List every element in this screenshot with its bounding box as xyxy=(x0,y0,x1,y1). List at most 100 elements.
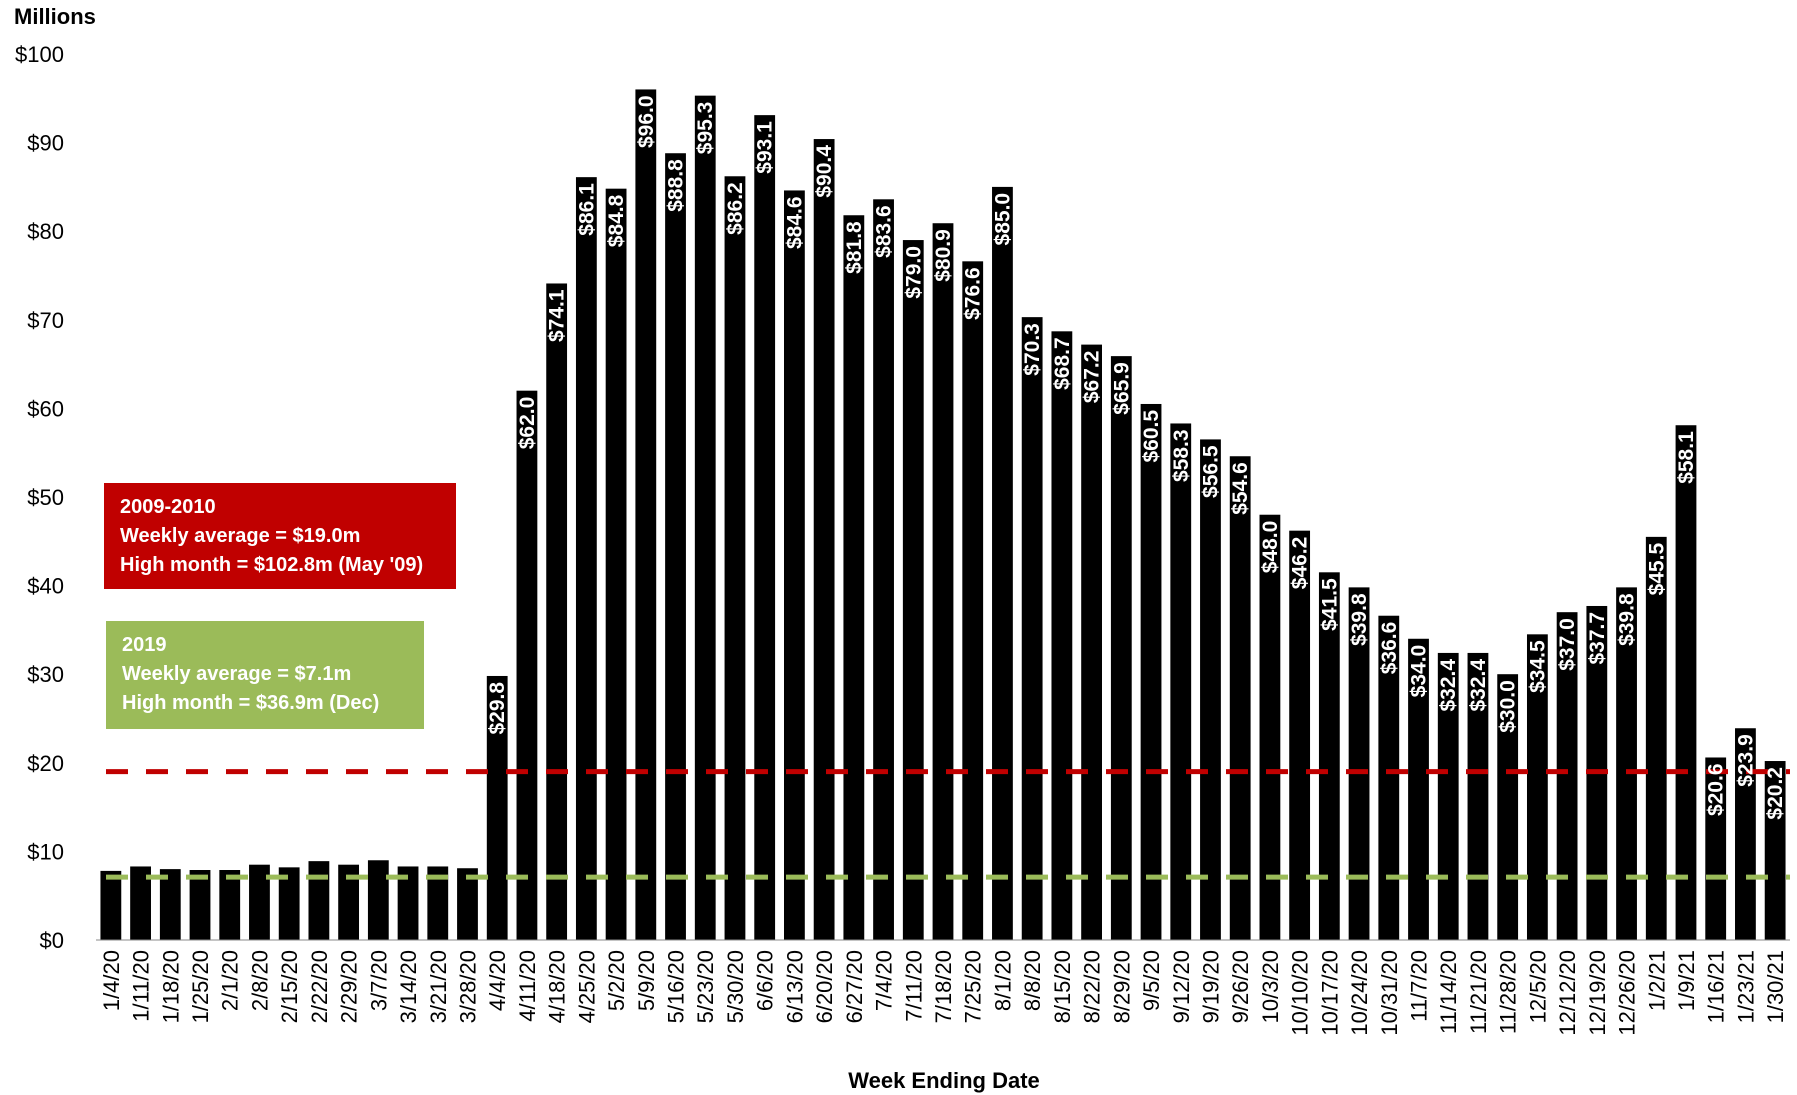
bar xyxy=(1675,425,1697,940)
bar xyxy=(1556,612,1578,940)
y-tick-label: $10 xyxy=(27,839,64,864)
x-tick-label: 8/15/20 xyxy=(1050,950,1075,1023)
y-tick-label: $80 xyxy=(27,219,64,244)
data-label: $96.0 xyxy=(635,95,658,148)
bar xyxy=(724,176,746,940)
y-tick-label: $50 xyxy=(27,485,64,510)
bar xyxy=(189,870,211,940)
x-tick-label: 11/7/20 xyxy=(1407,950,1432,1022)
data-label: $86.2 xyxy=(724,182,747,235)
x-tick-label: 1/11/20 xyxy=(129,950,154,1022)
annotation-2019: 2019 Weekly average = $7.1m High month =… xyxy=(106,621,424,729)
x-tick-label: 5/2/20 xyxy=(604,950,629,1011)
data-label: $65.9 xyxy=(1110,362,1133,415)
y-tick-label: $100 xyxy=(15,42,64,67)
data-label: $20.2 xyxy=(1764,767,1787,820)
x-tick-label: 9/26/20 xyxy=(1228,950,1253,1023)
data-label: $84.6 xyxy=(783,196,806,249)
y-tick-label: $30 xyxy=(27,662,64,687)
y-tick-label: $0 xyxy=(40,928,64,953)
bar xyxy=(992,186,1013,940)
y-axis-title: Millions xyxy=(14,4,96,29)
bar xyxy=(1348,587,1370,940)
bar xyxy=(1081,344,1102,940)
bar xyxy=(635,89,657,940)
x-tick-label: 8/8/20 xyxy=(1020,950,1045,1011)
x-tick-label: 5/9/20 xyxy=(634,950,659,1011)
data-label: $37.0 xyxy=(1556,618,1579,671)
bar xyxy=(873,199,894,940)
data-label: $39.8 xyxy=(1348,593,1371,646)
y-tick-label: $70 xyxy=(27,308,64,333)
data-label: $30.0 xyxy=(1497,680,1520,733)
bar xyxy=(843,215,865,940)
y-axis-ticks: $0 $10 $20 $30 $40 $50 $60 $70 $80 $90 $100 xyxy=(15,42,64,953)
bar xyxy=(784,190,805,941)
x-tick-label: 12/26/20 xyxy=(1615,950,1640,1036)
bar xyxy=(249,864,270,940)
bar xyxy=(1140,403,1162,941)
x-tick-label: 10/24/20 xyxy=(1347,950,1372,1036)
x-tick-label: 10/3/20 xyxy=(1258,950,1283,1023)
x-tick-label: 12/19/20 xyxy=(1585,950,1610,1036)
bar xyxy=(427,866,449,940)
data-label: $56.5 xyxy=(1199,445,1222,498)
bar xyxy=(1021,317,1043,941)
bar xyxy=(1408,638,1429,940)
data-label: $85.0 xyxy=(991,193,1014,246)
x-tick-label: 5/16/20 xyxy=(664,950,689,1023)
x-tick-label: 8/1/20 xyxy=(990,950,1015,1011)
bar xyxy=(457,868,478,940)
bar xyxy=(1318,572,1340,940)
bar xyxy=(1378,615,1400,940)
bar xyxy=(1051,331,1073,940)
x-tick-label: 7/11/20 xyxy=(901,950,926,1022)
x-axis-ticks: 1/4/20 1/11/20 1/18/20 1/25/20 2/1/20 2/8/20 2… xyxy=(99,950,1788,1036)
bar xyxy=(694,95,716,941)
bar xyxy=(1735,728,1756,940)
bar xyxy=(605,188,627,940)
x-tick-label: 5/30/20 xyxy=(723,950,748,1023)
data-label: $76.6 xyxy=(962,267,985,320)
data-label: $41.5 xyxy=(1318,578,1341,631)
data-label: $39.8 xyxy=(1616,593,1639,646)
x-tick-label: 7/25/20 xyxy=(961,950,986,1023)
data-label: $83.6 xyxy=(873,205,896,258)
x-tick-label: 1/2/21 xyxy=(1644,950,1669,1011)
data-label: $34.5 xyxy=(1526,640,1549,693)
bar xyxy=(397,866,419,940)
x-tick-label: 9/19/20 xyxy=(1198,950,1223,1023)
data-label: $32.4 xyxy=(1467,659,1490,712)
data-label: $29.8 xyxy=(486,682,509,735)
data-label: $79.0 xyxy=(902,246,925,299)
data-label: $88.8 xyxy=(665,159,688,212)
data-label: $32.4 xyxy=(1437,659,1460,712)
x-tick-label: 10/17/20 xyxy=(1317,950,1342,1036)
data-label: $54.6 xyxy=(1229,462,1252,515)
x-tick-label: 6/20/20 xyxy=(812,950,837,1023)
x-tick-label: 8/22/20 xyxy=(1080,950,1105,1023)
x-tick-label: 3/7/20 xyxy=(366,950,391,1011)
x-tick-label: 3/28/20 xyxy=(455,950,480,1023)
bar xyxy=(1645,536,1667,940)
bar xyxy=(813,139,835,940)
x-tick-label: 12/12/20 xyxy=(1555,950,1580,1036)
annotation-2019-high: High month = $36.9m (Dec) xyxy=(122,692,380,714)
bar xyxy=(1259,514,1281,940)
x-tick-label: 10/31/20 xyxy=(1377,950,1402,1036)
data-label: $62.0 xyxy=(516,397,539,450)
data-label: $58.3 xyxy=(1170,429,1193,482)
x-tick-label: 7/4/20 xyxy=(872,950,897,1011)
x-tick-label: 6/6/20 xyxy=(753,950,778,1011)
x-tick-label: 11/14/20 xyxy=(1436,950,1461,1034)
bar xyxy=(902,240,924,940)
bar xyxy=(1616,587,1637,940)
data-label: $36.6 xyxy=(1378,622,1401,675)
annotation-2009-2010-title: 2009-2010 xyxy=(120,496,216,518)
data-label: $23.9 xyxy=(1734,734,1757,787)
data-label: $34.0 xyxy=(1408,645,1431,698)
annotation-2009-2010: 2009-2010 Weekly average = $19.0m High m… xyxy=(104,483,456,589)
x-tick-label: 9/12/20 xyxy=(1169,950,1194,1023)
x-tick-label: 11/21/20 xyxy=(1466,950,1491,1034)
